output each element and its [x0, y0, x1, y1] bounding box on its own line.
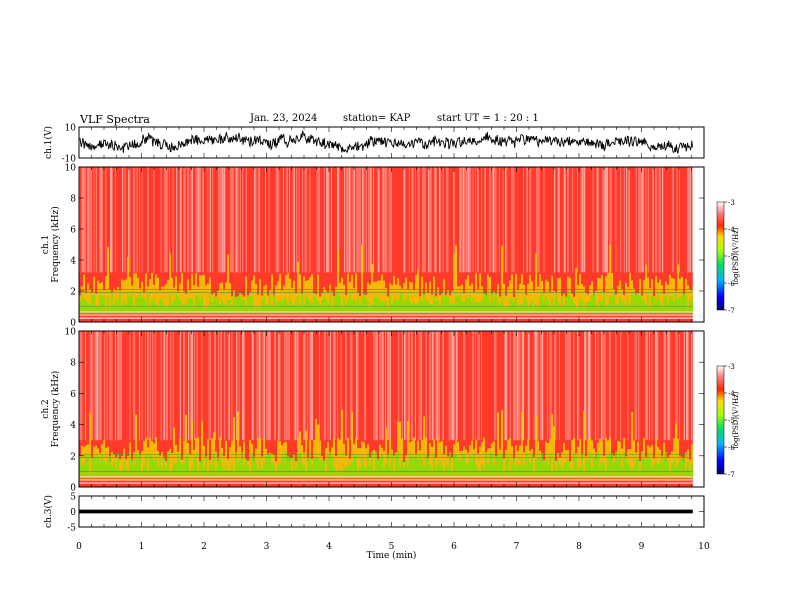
- y-tick-label: -10: [62, 155, 77, 165]
- y-axis-label: ch.3(V): [43, 495, 54, 528]
- colorbar-label: log(PSD)(V²/Hz): [732, 391, 740, 448]
- x-tick-label: 6: [451, 542, 457, 552]
- station-label: station= KAP: [343, 113, 411, 124]
- y-tick-label: 0: [70, 484, 76, 494]
- x-tick-label: 3: [264, 542, 270, 552]
- x-tick-label: 2: [201, 542, 207, 552]
- colorbar-tick-label: -5: [728, 417, 735, 425]
- y-axis-label: ch.2: [41, 399, 51, 418]
- x-tick-label: 5: [389, 542, 395, 552]
- colorbar-tick-label: -6: [728, 280, 735, 288]
- x-tick-label: 0: [76, 542, 82, 552]
- y-axis-label: ch.1: [41, 235, 51, 254]
- y-tick-label: 0: [70, 319, 76, 329]
- colorbar-tick-label: -3: [728, 199, 735, 207]
- colorbar-label: log(PSD)(V²/Hz): [732, 227, 740, 284]
- colorbar-ch2: [716, 365, 725, 475]
- x-tick-label: 9: [639, 542, 645, 552]
- colorbar-tick-label: -5: [728, 253, 735, 261]
- y-tick-label: 8: [70, 359, 76, 369]
- colorbar-tick-label: -4: [728, 226, 735, 234]
- y-tick-label: 10: [65, 164, 77, 174]
- spectrogram-ch2: [79, 331, 693, 487]
- y-tick-label: 8: [70, 195, 76, 205]
- x-tick-label: 4: [326, 542, 332, 552]
- y-tick-label: 6: [70, 390, 76, 400]
- y-tick-label: 2: [70, 288, 76, 298]
- ch3-waveform-trace: [79, 509, 693, 514]
- y-tick-label: 5: [70, 493, 76, 503]
- y-axis-label: Frequency (kHz): [50, 206, 61, 283]
- spectrogram-ch1: [79, 167, 694, 322]
- colorbar-tick-label: -6: [728, 444, 735, 452]
- x-tick-label: 10: [698, 542, 710, 552]
- y-tick-label: 10: [65, 124, 77, 134]
- y-tick-label: 2: [70, 452, 76, 462]
- y-tick-label: 10: [65, 328, 77, 338]
- y-tick-label: 0: [70, 508, 76, 518]
- y-axis-label: Frequency (kHz): [50, 371, 61, 448]
- y-tick-label: 4: [70, 421, 76, 431]
- y-tick-label: 4: [70, 257, 76, 267]
- colorbar-ch1: [716, 201, 725, 311]
- y-axis-label: ch.1(V): [43, 126, 54, 159]
- date-label: Jan. 23, 2024: [250, 113, 318, 124]
- x-tick-label: 1: [139, 542, 145, 552]
- colorbar-tick-label: -7: [728, 307, 735, 315]
- chart-title: VLF Spectra: [80, 113, 150, 126]
- colorbar-tick-label: -4: [728, 390, 735, 398]
- x-axis-label: Time (min): [367, 550, 417, 561]
- colorbar-tick-label: -3: [728, 363, 735, 371]
- y-tick-label: -5: [67, 524, 76, 534]
- ch1-waveform-trace: [79, 130, 693, 154]
- x-tick-label: 7: [514, 542, 520, 552]
- start-time-label: start UT = 1 : 20 : 1: [437, 113, 539, 124]
- x-tick-label: 8: [576, 542, 582, 552]
- colorbar-tick-label: -7: [728, 471, 735, 479]
- y-tick-label: 6: [70, 226, 76, 236]
